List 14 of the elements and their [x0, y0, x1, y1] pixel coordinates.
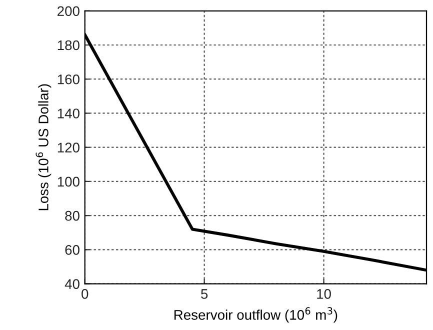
y-tick-label: 160: [58, 74, 80, 84]
y-tick-label: 40: [64, 279, 80, 289]
x-tick-label: 10: [317, 289, 331, 299]
x-axis-title: Reservoir outflow (10$^{6}$ m$^{3}$): [174, 307, 338, 323]
x-tick-label: 0: [82, 289, 88, 299]
y-tick-label: 80: [65, 210, 80, 221]
y-axis-title: Loss (10$^{6}$ US Dollar): [36, 84, 52, 210]
y-tick-label: 60: [65, 245, 80, 255]
y-tick-label: 200: [58, 6, 80, 16]
x-tick-label: 5: [201, 289, 208, 299]
y-tick-label: 140: [58, 108, 80, 118]
y-tick-label: 100: [58, 176, 80, 187]
y-tick-label: 120: [58, 142, 80, 153]
y-tick-label: 180: [58, 40, 80, 50]
